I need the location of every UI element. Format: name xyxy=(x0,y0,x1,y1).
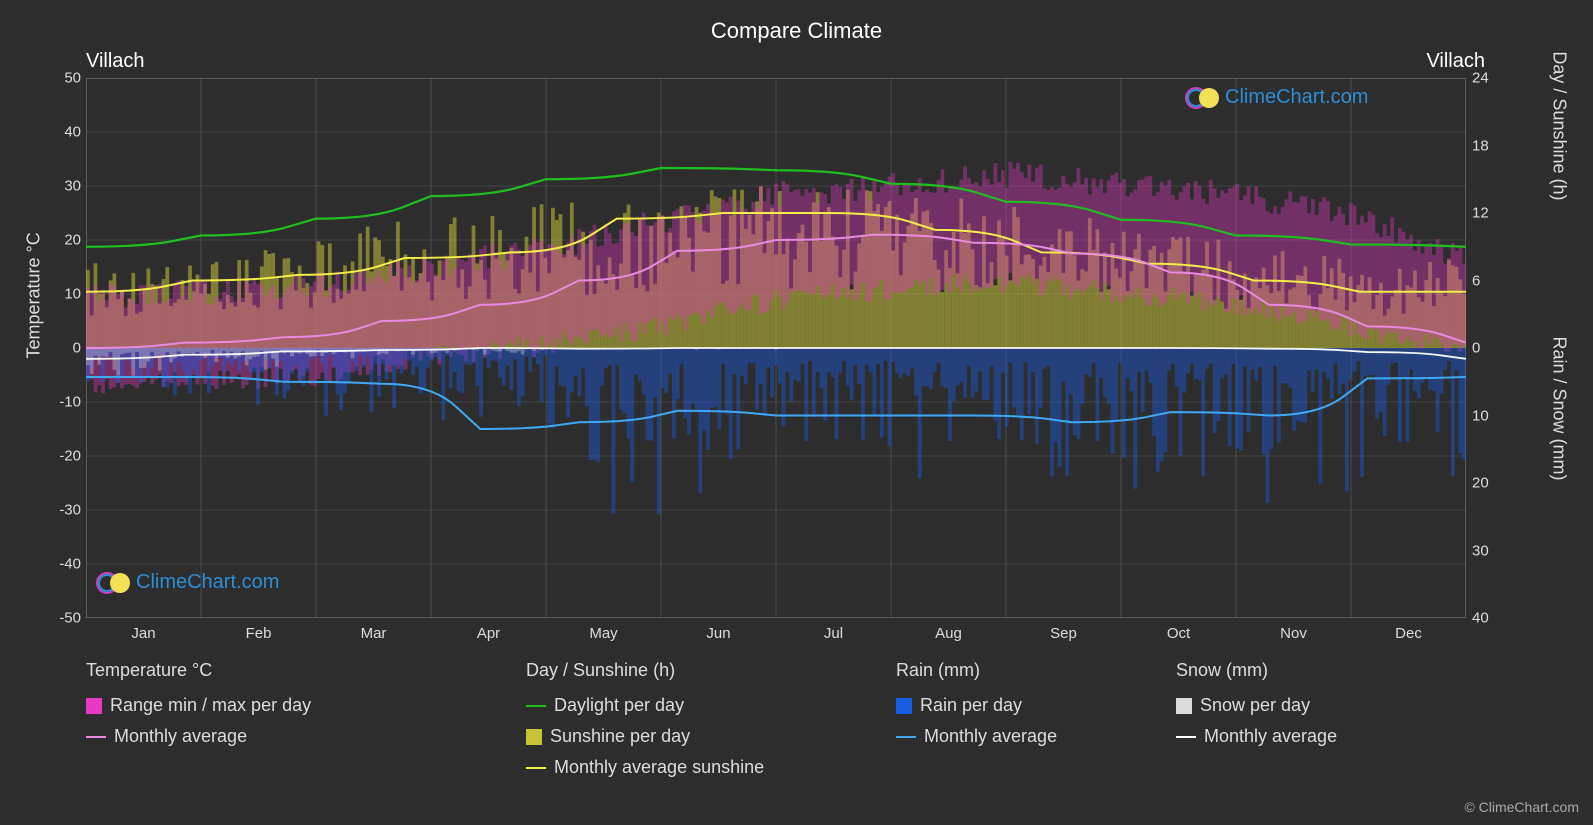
legend-line-icon xyxy=(86,736,106,738)
y2-bot-tick: 20 xyxy=(1472,475,1512,492)
x-tick: Jun xyxy=(706,625,730,642)
legend-line-icon xyxy=(1176,736,1196,738)
legend-swatch-icon xyxy=(1176,698,1192,714)
y1-tick: 50 xyxy=(41,70,81,87)
legend-item: Monthly average xyxy=(896,726,1057,747)
logo-text: ClimeChart.com xyxy=(1225,86,1368,109)
x-tick: Feb xyxy=(246,625,272,642)
y2-top-tick: 12 xyxy=(1472,205,1512,222)
legend-line-icon xyxy=(526,767,546,769)
legend-line-icon xyxy=(896,736,916,738)
legend-swatch-icon xyxy=(896,698,912,714)
copyright-text: © ClimeChart.com xyxy=(1464,799,1579,815)
legend-label: Sunshine per day xyxy=(550,726,690,747)
x-tick: Nov xyxy=(1280,625,1307,642)
legend-heading: Rain (mm) xyxy=(896,660,1057,681)
legend-item: Snow per day xyxy=(1176,695,1337,716)
y2-top-tick: 18 xyxy=(1472,137,1512,154)
x-tick: Jul xyxy=(824,625,843,642)
y1-tick: 30 xyxy=(41,178,81,195)
legend-label: Daylight per day xyxy=(554,695,684,716)
legend-item: Range min / max per day xyxy=(86,695,311,716)
y2-top-tick: 6 xyxy=(1472,272,1512,289)
legend-label: Monthly average xyxy=(114,726,247,747)
x-tick: Sep xyxy=(1050,625,1077,642)
y2-top-tick: 24 xyxy=(1472,70,1512,87)
watermark-logo: ClimeChart.com xyxy=(96,571,279,594)
legend-heading: Snow (mm) xyxy=(1176,660,1337,681)
legend-item: Monthly average sunshine xyxy=(526,757,764,778)
chart-title: Compare Climate xyxy=(711,18,882,44)
x-tick: Apr xyxy=(477,625,500,642)
legend-swatch-icon xyxy=(526,729,542,745)
legend-heading: Day / Sunshine (h) xyxy=(526,660,764,681)
legend-label: Monthly average xyxy=(1204,726,1337,747)
y-axis-right-top-label: Day / Sunshine (h) xyxy=(1549,51,1570,200)
legend-item: Sunshine per day xyxy=(526,726,764,747)
legend-label: Rain per day xyxy=(920,695,1022,716)
y2-bot-tick: 40 xyxy=(1472,610,1512,627)
x-tick: Oct xyxy=(1167,625,1190,642)
y1-tick: -10 xyxy=(41,394,81,411)
legend-item: Daylight per day xyxy=(526,695,764,716)
legend-label: Monthly average xyxy=(924,726,1057,747)
y1-tick: -30 xyxy=(41,502,81,519)
legend-item: Rain per day xyxy=(896,695,1057,716)
y2-bot-tick: 10 xyxy=(1472,407,1512,424)
y1-tick: 40 xyxy=(41,124,81,141)
x-tick: Aug xyxy=(935,625,962,642)
city-label-left: Villach xyxy=(86,50,145,73)
legend-label: Monthly average sunshine xyxy=(554,757,764,778)
y2-top-tick: 0 xyxy=(1472,340,1512,357)
legend-label: Snow per day xyxy=(1200,695,1310,716)
x-tick: Mar xyxy=(361,625,387,642)
y1-tick: 10 xyxy=(41,286,81,303)
legend-heading: Temperature °C xyxy=(86,660,311,681)
legend-line-icon xyxy=(526,705,546,707)
legend-item: Monthly average xyxy=(1176,726,1337,747)
y2-bot-tick: 30 xyxy=(1472,542,1512,559)
logo-icon xyxy=(96,572,130,594)
y1-tick: 20 xyxy=(41,232,81,249)
legend-swatch-icon xyxy=(86,698,102,714)
x-tick: Dec xyxy=(1395,625,1422,642)
y1-tick: -50 xyxy=(41,610,81,627)
y-axis-right-bottom-label: Rain / Snow (mm) xyxy=(1549,336,1570,480)
legend-label: Range min / max per day xyxy=(110,695,311,716)
chart-plot-area xyxy=(86,78,1466,618)
y1-tick: -20 xyxy=(41,448,81,465)
x-tick: May xyxy=(589,625,617,642)
logo-icon xyxy=(1185,87,1219,109)
legend-item: Monthly average xyxy=(86,726,311,747)
y1-tick: -40 xyxy=(41,556,81,573)
x-tick: Jan xyxy=(131,625,155,642)
watermark-logo: ClimeChart.com xyxy=(1185,86,1368,109)
y1-tick: 0 xyxy=(41,340,81,357)
logo-text: ClimeChart.com xyxy=(136,571,279,594)
